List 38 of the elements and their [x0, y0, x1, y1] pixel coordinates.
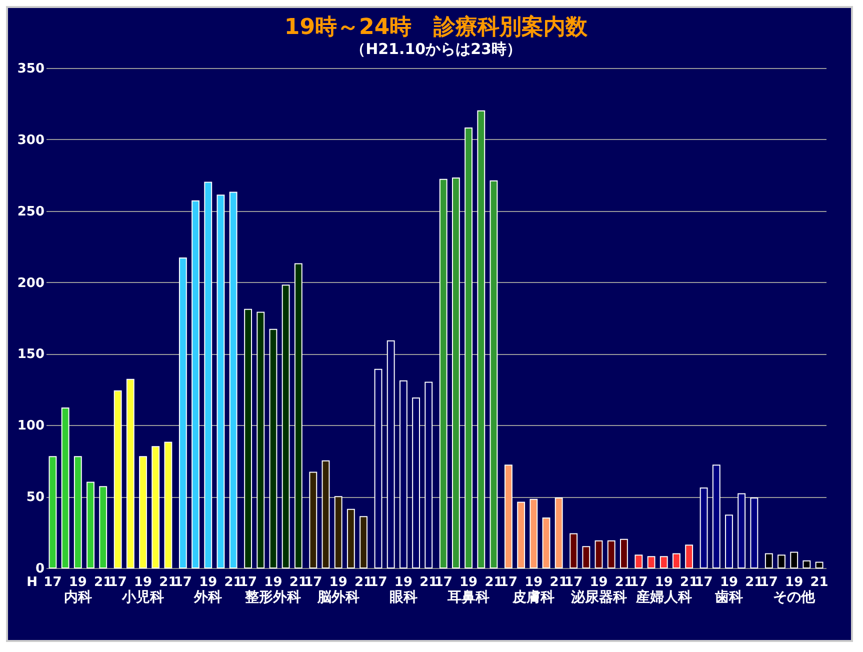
- x-tick-label: 外科: [193, 590, 222, 606]
- x-tick-label: 産婦人科: [634, 588, 692, 606]
- text: 21: [224, 575, 242, 590]
- x-tick-label: 内科: [64, 590, 92, 606]
- text: 19: [394, 575, 412, 590]
- chart-subtitle: （H21.10からは23時）: [350, 40, 522, 58]
- text: 19: [785, 575, 804, 590]
- text: 19: [264, 575, 282, 590]
- y-tick-label: 150: [17, 347, 44, 362]
- text: 19: [68, 575, 87, 590]
- y-tick-label: 100: [17, 418, 44, 434]
- text: 19: [460, 575, 478, 590]
- text: 19: [134, 575, 152, 590]
- y-tick-label: 300: [17, 132, 44, 148]
- y-tick-label: 350: [17, 62, 44, 76]
- y-tick-label: 50: [26, 490, 44, 506]
- text: 19: [524, 575, 543, 590]
- y-tick-label: 250: [17, 204, 44, 220]
- text: 19: [720, 575, 738, 590]
- y-tick-label: 200: [17, 276, 44, 291]
- text: 19: [654, 575, 673, 590]
- y-tick-label: 0: [35, 562, 44, 576]
- text: 19: [199, 575, 218, 590]
- chart-title: 19時～24時 診療科別案内数: [284, 14, 589, 40]
- x-tick-label: その他: [773, 590, 816, 606]
- x-tick-label: 耳鼻科: [446, 590, 490, 606]
- x-tick-label: 整形外科: [244, 590, 302, 606]
- x-tick-label: 脳外科: [316, 590, 360, 606]
- text: 19: [329, 575, 348, 590]
- text: 17: [44, 575, 62, 590]
- x-tick-label: 歯科: [714, 590, 743, 606]
- x-tick-label: 小児科: [121, 590, 164, 606]
- text: 21: [810, 575, 828, 590]
- x-tick-label: 皮膚科: [512, 590, 555, 606]
- text: 19: [590, 575, 608, 590]
- x-tick-label: 眼科: [389, 590, 418, 606]
- x-tick-label: 泌尿器科: [570, 590, 627, 606]
- text: H: [26, 575, 38, 590]
